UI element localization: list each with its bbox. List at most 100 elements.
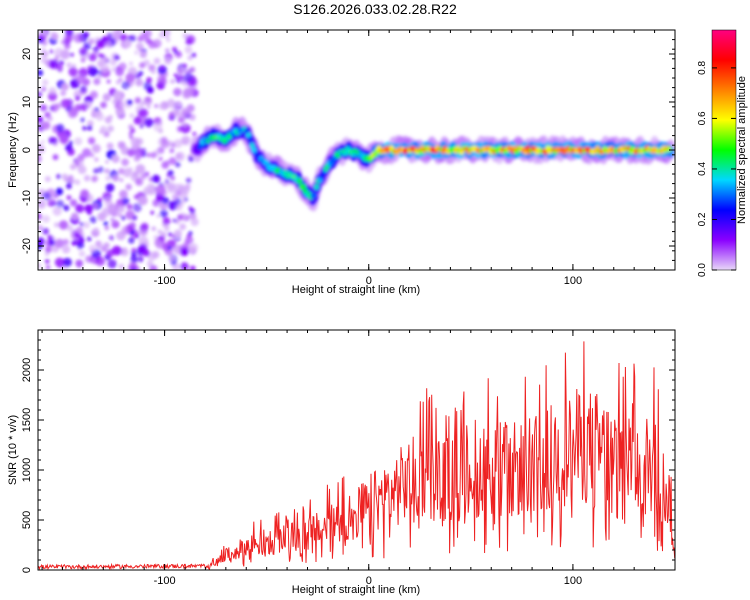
- noise-blob: [45, 61, 50, 66]
- snr-y-tick-label: 0: [21, 567, 33, 573]
- noise-blob: [75, 95, 81, 101]
- noise-blob: [83, 175, 91, 182]
- noise-blob: [38, 237, 45, 246]
- noise-blob: [173, 87, 182, 97]
- noise-blob: [87, 120, 94, 127]
- noise-blob: [178, 185, 186, 193]
- noise-blob: [87, 65, 92, 70]
- noise-blob: [75, 204, 85, 213]
- noise-blob: [177, 101, 182, 105]
- noise-blob: [165, 179, 169, 184]
- noise-blob: [133, 116, 142, 125]
- noise-blob: [66, 62, 72, 68]
- noise-blob: [159, 77, 168, 86]
- noise-blob: [159, 209, 168, 218]
- noise-blob: [73, 33, 84, 43]
- noise-blob: [156, 213, 161, 218]
- snr-series-line: [38, 341, 675, 570]
- noise-blob: [42, 227, 50, 235]
- noise-blob: [184, 239, 190, 244]
- noise-blob: [166, 173, 172, 178]
- noise-blob: [125, 210, 135, 220]
- track-core: [247, 136, 253, 143]
- noise-blob: [75, 161, 80, 166]
- noise-blob: [38, 144, 46, 154]
- colorbar-tick-label: 0.0: [697, 263, 708, 277]
- noise-blob: [38, 225, 44, 231]
- noise-blob: [121, 158, 129, 167]
- snr-y-tick-label: 2000: [21, 358, 33, 382]
- noise-blob: [144, 118, 154, 128]
- noise-blob: [116, 199, 123, 206]
- noise-blob: [47, 198, 56, 207]
- noise-blob: [182, 122, 188, 128]
- noise-blob: [164, 160, 170, 166]
- noise-blob: [162, 197, 170, 204]
- noise-blob: [97, 166, 105, 173]
- noise-blob: [129, 113, 135, 119]
- noise-blob: [110, 217, 115, 222]
- noise-blob: [100, 125, 107, 133]
- noise-blob: [97, 212, 107, 222]
- noise-blob: [134, 148, 145, 158]
- spectrogram-x-tick-label: 0: [366, 275, 372, 287]
- noise-blob: [180, 66, 185, 72]
- noise-blob: [154, 44, 158, 49]
- noise-blob: [167, 245, 172, 250]
- noise-blob: [165, 48, 170, 53]
- noise-blob: [120, 248, 129, 257]
- noise-blob: [189, 66, 196, 73]
- noise-blob: [91, 144, 101, 153]
- noise-blob: [192, 132, 197, 136]
- noise-blob: [115, 106, 125, 116]
- noise-blob: [98, 53, 103, 58]
- noise-blob: [87, 137, 96, 145]
- noise-blob: [182, 129, 187, 134]
- noise-blob: [107, 203, 116, 212]
- spectrogram-y-tick-label: 10: [21, 96, 33, 108]
- noise-blob: [190, 217, 199, 227]
- noise-blob: [52, 206, 62, 216]
- noise-blob: [152, 251, 160, 259]
- noise-blob: [42, 79, 49, 86]
- noise-blob: [105, 160, 109, 164]
- noise-blob: [137, 109, 145, 118]
- noise-blob: [58, 220, 69, 230]
- noise-blob: [172, 218, 177, 223]
- noise-blob: [167, 232, 172, 237]
- noise-blob: [63, 205, 70, 211]
- noise-blob: [119, 189, 128, 199]
- noise-blob: [47, 234, 53, 241]
- noise-blob: [56, 65, 63, 72]
- noise-blob: [104, 40, 113, 49]
- noise-blob: [164, 57, 172, 65]
- noise-blob: [83, 31, 90, 38]
- noise-blob: [94, 107, 99, 112]
- noise-blob: [111, 245, 122, 256]
- noise-blob: [127, 167, 133, 173]
- noise-blob: [100, 101, 107, 109]
- noise-blob: [54, 257, 65, 268]
- spectrogram-y-tick-label: 0: [21, 147, 33, 153]
- noise-blob: [183, 72, 193, 82]
- colorbar-ticks: 0.0 0.2 0.4 0.6 0.8: [697, 61, 736, 277]
- track-core: [249, 142, 255, 149]
- noise-blob: [155, 184, 166, 195]
- noise-blob: [72, 63, 76, 68]
- noise-blob: [150, 210, 155, 215]
- spectrogram-x-tick-label: -100: [154, 275, 176, 287]
- noise-blob: [184, 46, 193, 54]
- track-core: [297, 178, 303, 185]
- noise-blob: [83, 221, 90, 229]
- noise-blob: [61, 83, 68, 90]
- spectrogram-y-tick-label: -20: [21, 238, 33, 254]
- noise-blob: [139, 124, 144, 129]
- noise-blob: [89, 216, 97, 224]
- noise-blob: [175, 151, 185, 162]
- noise-blob: [107, 259, 117, 269]
- noise-blob: [147, 105, 151, 109]
- noise-blob: [56, 123, 65, 133]
- noise-blob: [76, 226, 83, 234]
- noise-blob: [130, 255, 138, 263]
